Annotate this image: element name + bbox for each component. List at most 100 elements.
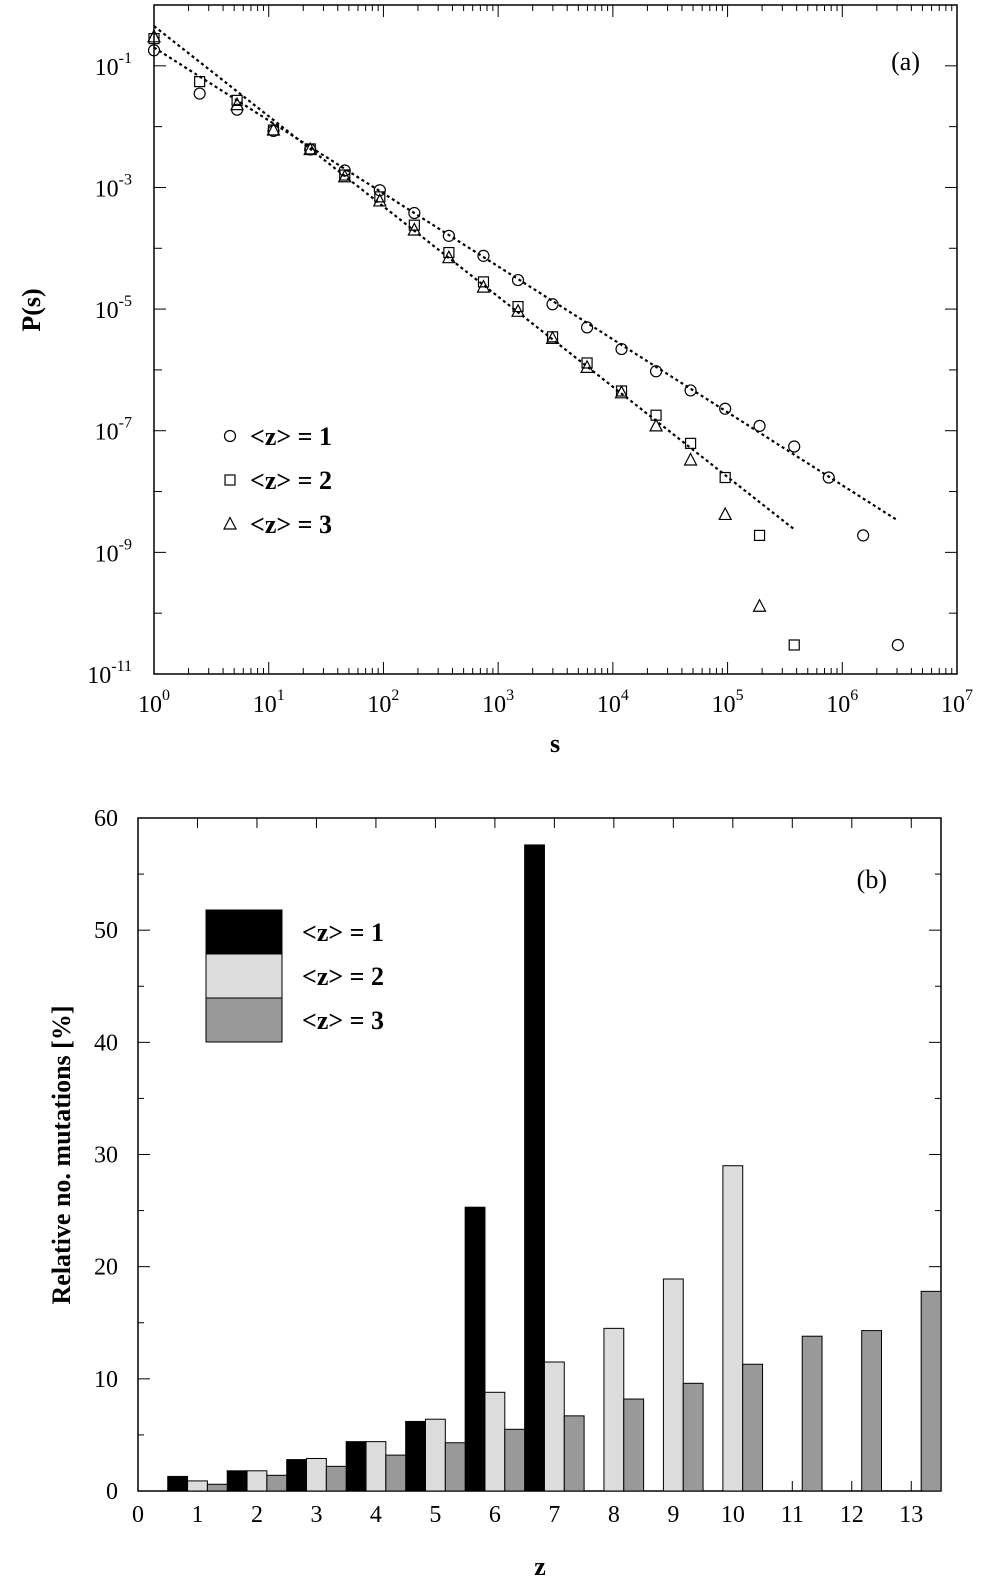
panel-b-bars	[167, 844, 942, 1492]
data-point-circle	[546, 298, 559, 311]
data-point-square	[408, 219, 420, 231]
data-point-circle	[719, 402, 732, 415]
data-point-triangle	[752, 598, 767, 612]
bar	[524, 844, 545, 1492]
data-point-circle	[511, 273, 525, 287]
legend-swatch	[205, 953, 283, 999]
legend-marker-circle	[223, 429, 237, 443]
panel-b-label: (b)	[857, 865, 887, 894]
data-point-triangle	[303, 141, 318, 156]
data-point-triangle	[266, 122, 281, 136]
data-point-triangle	[441, 249, 456, 264]
data-point-square	[546, 331, 559, 343]
data-point-square	[231, 94, 243, 107]
legend-marker-triangle	[223, 516, 237, 530]
x-tick-label: 2	[251, 1502, 263, 1528]
y-tick-label: 10-1	[95, 50, 132, 81]
bar	[623, 1398, 645, 1492]
bar	[742, 1363, 764, 1492]
legend-label: <z> = 2	[302, 962, 384, 991]
x-tick-label: 101	[253, 687, 285, 718]
bar	[464, 1206, 486, 1492]
bar	[504, 1428, 526, 1492]
panel-a-x-axis-title: s	[550, 729, 560, 758]
y-tick-label: 20	[94, 1255, 118, 1281]
data-point-square	[477, 276, 490, 288]
bar	[226, 1470, 248, 1492]
data-point-square	[684, 437, 697, 449]
data-point-triangle	[407, 222, 422, 236]
data-point-triangle	[337, 168, 352, 183]
x-tick-label: 1	[191, 1502, 203, 1528]
panel-a-y-axis-title: P(s)	[17, 288, 46, 331]
data-point-circle	[615, 342, 628, 356]
bar	[484, 1391, 506, 1492]
bar	[543, 1361, 565, 1492]
panel-b-x-axis-title: z	[534, 1552, 546, 1581]
x-tick-label: 104	[597, 687, 629, 718]
data-point-triangle	[230, 96, 245, 111]
legend-label: <z> = 3	[302, 1006, 384, 1035]
y-tick-label: 10-7	[95, 415, 132, 446]
panel-b-y-axis-title: Relative no. mutations [%]	[47, 1006, 76, 1305]
bar	[444, 1442, 466, 1492]
data-point-circle	[580, 321, 594, 334]
x-tick-label: 6	[489, 1502, 501, 1528]
data-point-circle	[408, 206, 421, 220]
data-point-circle	[891, 638, 904, 652]
x-tick-label: 9	[667, 1502, 679, 1528]
bar	[682, 1382, 704, 1492]
data-point-circle	[649, 365, 663, 378]
bar	[861, 1330, 883, 1492]
y-tick-label: 0	[106, 1479, 118, 1505]
data-point-triangle	[147, 29, 161, 43]
bar	[266, 1474, 288, 1492]
data-point-triangle	[372, 193, 387, 207]
y-tick-label: 40	[94, 1030, 118, 1056]
panel-a-tick-labels: 100 101 102 103 104 105 106 107 10-1 10-3 10-5 10-7…	[87, 50, 973, 718]
data-point-circle	[477, 249, 490, 262]
data-point-square	[788, 639, 800, 651]
x-tick-label: 103	[482, 687, 514, 718]
bar	[206, 1483, 228, 1492]
x-tick-label: 11	[781, 1502, 804, 1528]
bar	[385, 1454, 407, 1492]
data-point-circle	[753, 419, 766, 433]
x-tick-label: 10	[721, 1502, 745, 1528]
x-tick-label: 13	[899, 1502, 923, 1528]
legend-swatch	[205, 997, 283, 1043]
data-point-triangle	[718, 506, 733, 521]
x-tick-label: 107	[941, 687, 973, 718]
legend-label: <z> = 3	[250, 510, 332, 539]
bar	[563, 1415, 585, 1492]
data-point-triangle	[545, 330, 560, 344]
x-tick-label: 4	[370, 1502, 382, 1528]
data-point-square	[753, 529, 766, 542]
bar	[246, 1470, 268, 1492]
panel-b-legend: <z> = 1 <z> = 2 <z> = 3	[205, 909, 384, 1043]
data-point-triangle	[476, 279, 491, 293]
x-tick-label: 7	[548, 1502, 560, 1528]
data-point-circle	[857, 529, 870, 542]
y-tick-label: 10	[94, 1367, 118, 1393]
x-tick-label: 12	[840, 1502, 864, 1528]
data-point-triangle	[683, 452, 698, 466]
panel-a-legend: <z> = 1 <z> = 2 <z> = 3	[223, 422, 332, 539]
fit-line	[153, 46, 898, 521]
bar	[603, 1327, 625, 1492]
data-point-triangle	[649, 418, 664, 432]
bar	[801, 1335, 823, 1492]
data-point-circle	[822, 471, 835, 484]
panel-a-chart: 100 101 102 103 104 105 106 107 10-1 10-3 10-5 10-7…	[17, 4, 973, 758]
bar	[662, 1278, 684, 1492]
y-tick-label: 60	[94, 806, 118, 832]
x-tick-label: 106	[826, 687, 858, 718]
bar	[405, 1420, 426, 1492]
y-tick-label: 10-9	[95, 536, 132, 567]
data-point-square	[719, 471, 731, 484]
legend-marker-square	[224, 474, 236, 486]
bar	[325, 1465, 347, 1492]
data-point-square	[194, 76, 206, 88]
